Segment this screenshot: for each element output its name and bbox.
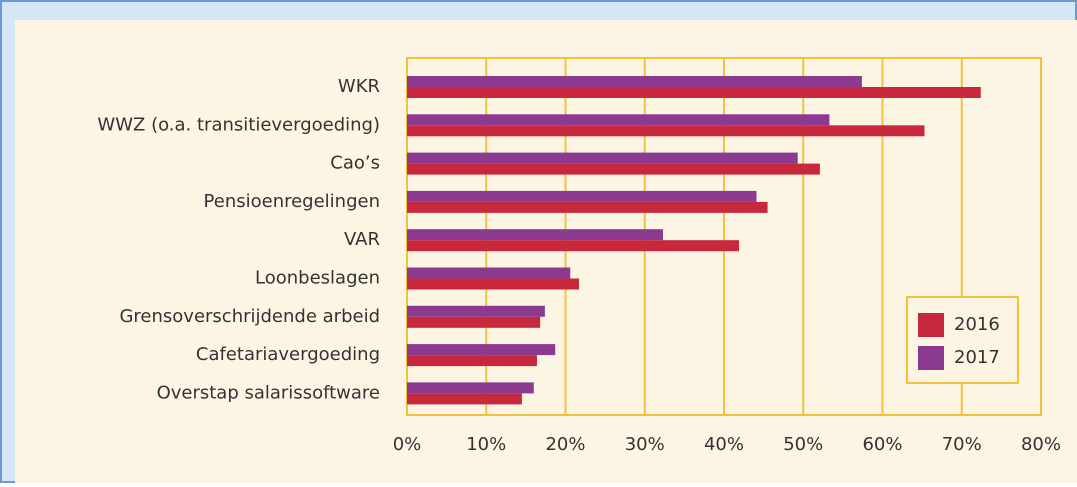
bar xyxy=(407,355,537,367)
bar xyxy=(407,278,579,290)
bar xyxy=(407,305,545,317)
bar xyxy=(407,240,740,252)
category-label: Pensioenregelingen xyxy=(204,191,380,212)
bar xyxy=(407,316,541,328)
legend-swatch xyxy=(918,313,944,337)
bar xyxy=(407,267,571,279)
category-label: Cao’s xyxy=(330,153,380,174)
x-tick-label: 10% xyxy=(466,434,506,455)
category-label: Grensoverschrijdende arbeid xyxy=(119,306,380,327)
x-tick-label: 50% xyxy=(783,434,823,455)
x-tick-label: 30% xyxy=(625,434,665,455)
x-tick-label: 70% xyxy=(942,434,982,455)
legend-swatch xyxy=(918,346,944,370)
x-tick-label: 0% xyxy=(393,434,422,455)
bar xyxy=(407,76,862,87)
category-label: Cafetariavergoeding xyxy=(196,344,380,365)
bar xyxy=(407,201,768,213)
bar xyxy=(407,87,981,98)
bar xyxy=(407,393,522,405)
x-tick-label: 80% xyxy=(1021,434,1061,455)
category-label: Loonbeslagen xyxy=(255,268,380,289)
x-tick-label: 20% xyxy=(545,434,585,455)
bar xyxy=(407,190,757,202)
category-label: WKR xyxy=(338,76,380,97)
x-tick-label: 60% xyxy=(862,434,902,455)
bar xyxy=(407,344,556,356)
bar xyxy=(407,114,830,126)
category-label: Overstap salarissoftware xyxy=(157,382,380,403)
bar xyxy=(407,125,925,137)
legend-label: 2016 xyxy=(954,314,1000,335)
bar xyxy=(407,152,798,164)
bar xyxy=(407,382,534,394)
legend-label: 2017 xyxy=(954,347,1000,368)
category-label: WWZ (o.a. transitievergoeding) xyxy=(97,114,380,135)
category-label: VAR xyxy=(344,229,380,250)
x-tick-label: 40% xyxy=(704,434,744,455)
bar xyxy=(407,229,663,241)
bar xyxy=(407,163,820,175)
legend-box xyxy=(906,296,1019,384)
